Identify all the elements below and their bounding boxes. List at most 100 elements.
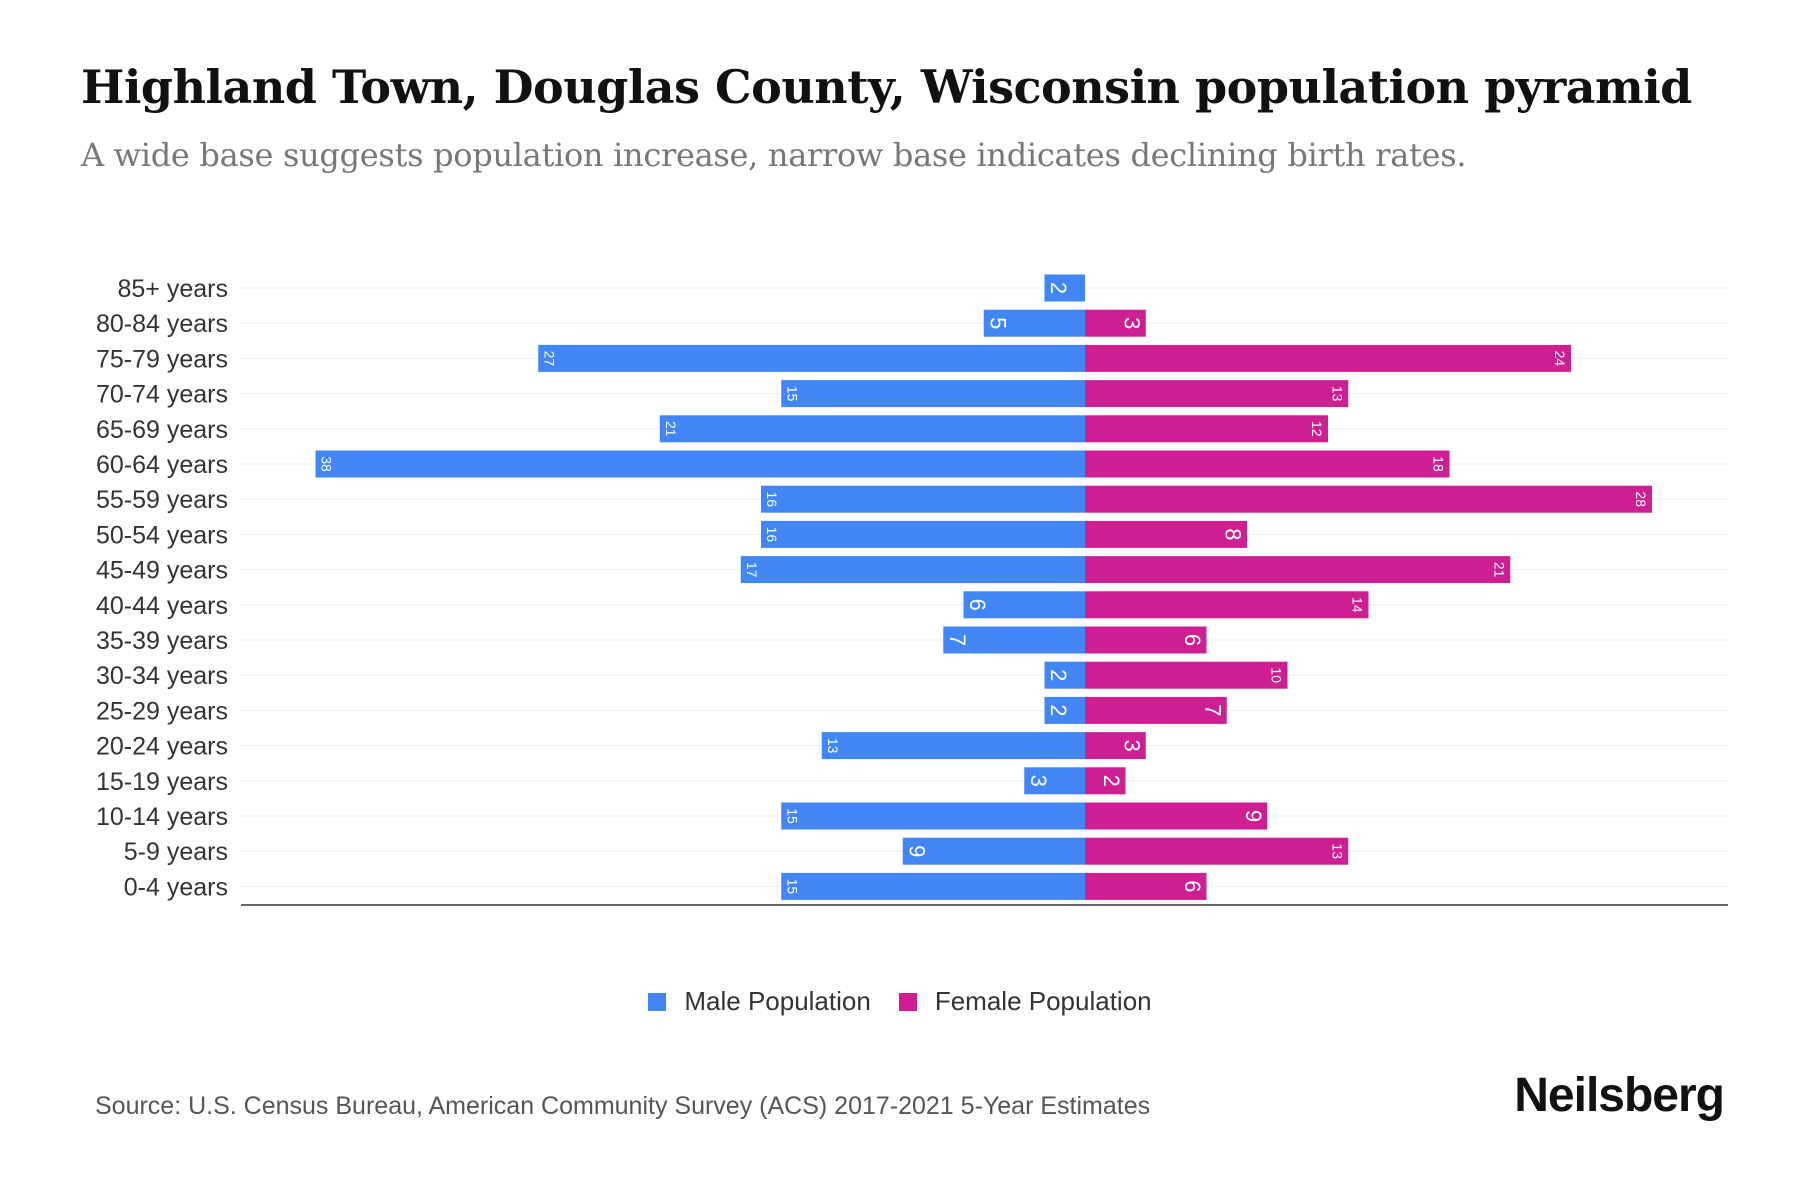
category-label: 50-54 years (96, 521, 228, 549)
value-label-male: 27 (541, 351, 557, 367)
category-label: 15-19 years (96, 768, 228, 796)
value-label-female: 24 (1552, 351, 1568, 367)
value-label-male: 38 (319, 456, 335, 472)
value-label-male: 9 (904, 845, 929, 857)
value-label-male: 2 (1046, 669, 1071, 681)
value-label-female: 10 (1269, 667, 1285, 683)
value-label-female: 6 (1180, 634, 1205, 646)
bar-female (1085, 696, 1227, 724)
category-label: 85+ years (118, 275, 229, 303)
chart-subtitle: A wide base suggests population increase… (81, 136, 1467, 174)
category-label: 70-74 years (96, 381, 228, 409)
bar-female (1085, 556, 1511, 584)
category-label: 55-59 years (96, 486, 228, 514)
bar-female (1085, 872, 1207, 900)
value-label-male: 3 (1026, 775, 1051, 787)
value-label-female: 28 (1633, 491, 1649, 507)
bar-male (781, 380, 1085, 408)
bar-male (761, 520, 1085, 548)
bar-male (315, 450, 1085, 478)
value-label-male: 21 (663, 421, 679, 437)
value-label-female: 6 (1180, 880, 1205, 892)
bar-female (1085, 767, 1126, 795)
value-label-male: 6 (965, 599, 990, 611)
bar-male (1044, 274, 1085, 302)
bar-female (1085, 309, 1146, 337)
category-label: 0-4 years (124, 873, 228, 901)
bar-female (1085, 591, 1369, 619)
bar-male (781, 802, 1085, 830)
legend-swatch-male (648, 992, 667, 1011)
legend: Male Population Female Population (0, 986, 1800, 1017)
value-label-male: 13 (825, 738, 841, 754)
value-label-female: 8 (1221, 528, 1246, 540)
category-label: 40-44 years (96, 592, 228, 620)
bar-female (1085, 485, 1652, 513)
value-label-male: 5 (985, 317, 1010, 329)
bar-male (781, 872, 1085, 900)
category-label: 25-29 years (96, 697, 228, 725)
legend-item-male[interactable]: Male Population (648, 986, 871, 1017)
bar-male (761, 485, 1085, 513)
legend-swatch-female (898, 992, 917, 1011)
bar-male (902, 837, 1085, 865)
value-label-female: 18 (1431, 456, 1447, 472)
bar-male (821, 732, 1085, 760)
bar-female (1085, 626, 1207, 654)
value-label-male: 16 (764, 527, 780, 543)
source-note: Source: U.S. Census Bureau, American Com… (95, 1092, 1151, 1120)
category-label: 75-79 years (96, 345, 228, 373)
value-label-male: 16 (764, 491, 780, 507)
bar-female (1085, 520, 1247, 548)
bar-female (1085, 415, 1328, 443)
category-label: 20-24 years (96, 733, 228, 761)
value-label-female: 3 (1119, 739, 1144, 751)
value-label-male: 15 (784, 386, 800, 402)
category-label: 60-64 years (96, 451, 228, 479)
value-label-female: 14 (1350, 597, 1366, 613)
legend-item-female[interactable]: Female Population (898, 986, 1152, 1017)
bar-male (1044, 661, 1085, 689)
legend-label-female: Female Population (934, 986, 1152, 1016)
chart-title: Highland Town, Douglas County, Wisconsin… (81, 60, 1692, 114)
bar-male (1044, 696, 1085, 724)
bar-female (1085, 802, 1268, 830)
bar-female (1085, 344, 1571, 372)
bar-male (943, 626, 1085, 654)
category-label: 5-9 years (124, 838, 228, 866)
value-label-female: 3 (1119, 317, 1144, 329)
category-label: 10-14 years (96, 803, 228, 831)
category-label: 35-39 years (96, 627, 228, 655)
value-label-female: 9 (1241, 810, 1266, 822)
neilsberg-logo: Neilsberg (1514, 1069, 1725, 1122)
category-label: 80-84 years (96, 310, 228, 338)
value-label-female: 13 (1329, 843, 1345, 859)
bar-male (659, 415, 1085, 443)
bar-female (1085, 661, 1288, 689)
category-label: 30-34 years (96, 662, 228, 690)
value-label-female: 7 (1200, 704, 1225, 716)
value-label-female: 21 (1491, 562, 1507, 578)
value-label-female: 13 (1329, 386, 1345, 402)
value-label-male: 17 (744, 562, 760, 578)
category-label: 65-69 years (96, 416, 228, 444)
value-label-male: 15 (784, 879, 800, 895)
value-label-male: 2 (1046, 704, 1071, 716)
bar-female (1085, 380, 1349, 408)
value-label-male: 2 (1046, 282, 1071, 294)
legend-label-male: Male Population (684, 986, 871, 1016)
bar-male (963, 591, 1085, 619)
bar-male (740, 556, 1085, 584)
bar-female (1085, 450, 1450, 478)
value-label-female: 2 (1099, 775, 1124, 787)
category-label: 45-49 years (96, 557, 228, 585)
bar-male (983, 309, 1085, 337)
value-label-male: 15 (784, 808, 800, 824)
value-label-male: 7 (945, 634, 970, 646)
bar-male (1024, 767, 1085, 795)
bar-female (1085, 732, 1146, 760)
bar-male (538, 344, 1085, 372)
bar-female (1085, 837, 1349, 865)
